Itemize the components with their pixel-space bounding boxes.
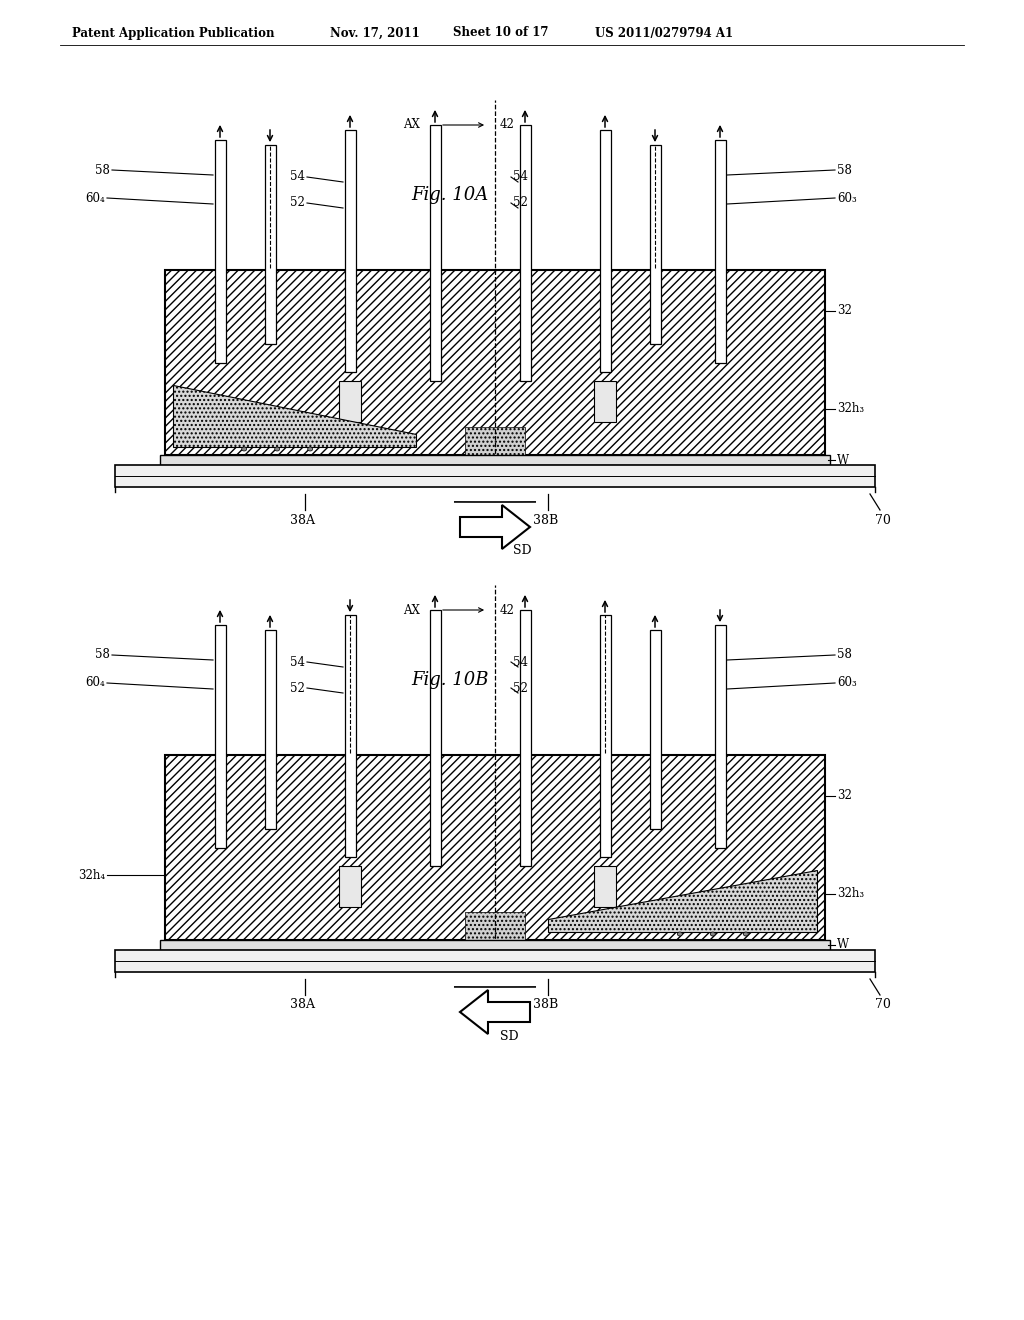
Bar [650,145,662,345]
Text: 32h₃: 32h₃ [837,403,864,416]
Text: 54: 54 [513,170,528,183]
Text: AX: AX [403,119,420,132]
Text: 60₄: 60₄ [85,676,105,689]
Text: 52: 52 [513,197,528,210]
Text: 38B: 38B [534,513,558,527]
Bar [339,866,361,907]
Text: SD: SD [513,544,531,557]
Text: Patent Application Publication: Patent Application Publication [72,26,274,40]
Bar [115,950,874,972]
Text: US 2011/0279794 A1: US 2011/0279794 A1 [595,26,733,40]
Text: W: W [837,454,849,466]
Bar [594,866,616,907]
Text: 70: 70 [874,998,891,1011]
Text: 60₃: 60₃ [837,676,857,689]
Bar [465,428,525,455]
Text: 52: 52 [513,681,528,694]
Bar [600,615,611,857]
Bar [265,630,276,829]
Text: Fig. 10B: Fig. 10B [412,671,488,689]
Text: 58: 58 [837,648,852,661]
Ellipse shape [307,447,312,451]
Text: 42: 42 [500,603,515,616]
Bar [165,271,825,455]
Text: 32: 32 [837,304,852,317]
Text: 58: 58 [95,164,110,177]
Text: 32h₄: 32h₄ [78,869,105,882]
Ellipse shape [743,932,749,936]
Text: 70: 70 [874,513,891,527]
Bar [430,610,441,866]
Ellipse shape [242,447,247,451]
Bar [265,145,276,345]
Text: 52: 52 [290,681,305,694]
Text: 58: 58 [837,164,852,177]
Bar [465,912,525,940]
Text: 60₃: 60₃ [837,191,857,205]
Bar [345,615,356,857]
Ellipse shape [677,932,682,936]
Polygon shape [548,870,817,932]
Text: Nov. 17, 2011: Nov. 17, 2011 [330,26,420,40]
Bar [160,455,830,465]
Text: 52: 52 [290,197,305,210]
Bar [715,624,726,847]
Text: 54: 54 [513,656,528,668]
Polygon shape [460,506,530,549]
Text: 58: 58 [95,648,110,661]
Text: 38B: 38B [534,998,558,1011]
Bar [600,129,611,372]
Text: 60₄: 60₄ [85,191,105,205]
Bar [115,465,874,487]
Text: 54: 54 [290,170,305,183]
Text: 32: 32 [837,789,852,803]
Bar [215,624,226,847]
Text: 38A: 38A [290,998,315,1011]
Bar [715,140,726,363]
Bar [520,125,531,381]
Text: 38A: 38A [290,513,315,527]
Bar [339,381,361,421]
Text: SD: SD [500,1030,518,1043]
Bar [165,755,825,940]
Text: Sheet 10 of 17: Sheet 10 of 17 [453,26,549,40]
Ellipse shape [711,932,716,936]
Text: Fig. 10A: Fig. 10A [412,186,488,205]
Polygon shape [460,990,530,1034]
Text: W: W [837,939,849,952]
Ellipse shape [274,447,280,451]
Bar [430,125,441,381]
Bar [345,129,356,372]
Polygon shape [173,384,416,447]
Text: AX: AX [403,603,420,616]
Bar [650,630,662,829]
Bar [160,940,830,950]
Bar [594,381,616,421]
Text: 42: 42 [500,119,515,132]
Text: 32h₃: 32h₃ [837,887,864,900]
Bar [520,610,531,866]
Text: 54: 54 [290,656,305,668]
Bar [215,140,226,363]
